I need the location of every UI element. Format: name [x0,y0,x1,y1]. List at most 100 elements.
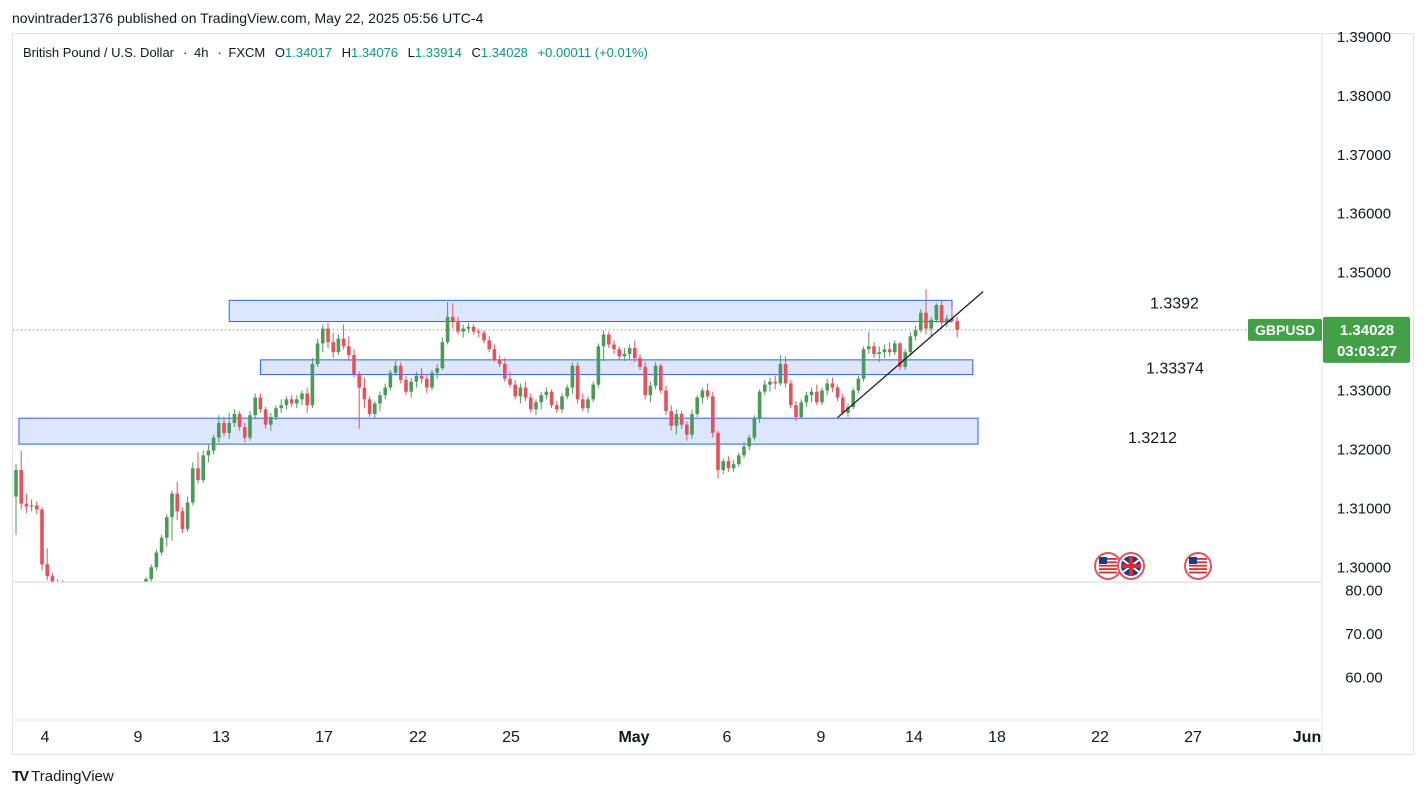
legend-interval[interactable]: 4h [193,45,209,60]
candle-body [757,391,762,419]
candle-body [700,390,705,398]
candle-body [425,378,429,388]
candle-body [695,397,699,415]
indicator-tick-label: 80.00 [1345,583,1383,600]
candle-body [347,346,351,356]
time-tick-label: 13 [212,729,230,746]
candle-body [601,334,606,347]
candle-body [61,584,65,585]
candle-body [482,332,486,341]
us-flag-event-icon[interactable] [1094,552,1122,580]
candle-body [752,418,757,438]
time-tick-label: 14 [905,729,923,746]
candle-body [77,590,81,592]
candle-body [804,395,809,403]
price-tick-label: 1.35000 [1337,265,1391,282]
legend-exchange: FXCM [228,45,266,60]
candle-body [773,381,777,384]
candle-body [92,597,96,600]
candle-body [40,509,44,565]
candle-body [721,461,725,471]
candle-body [97,600,101,603]
candle-body [19,470,23,504]
candle-body [934,305,939,320]
price-tick-label: 1.31000 [1337,500,1391,517]
uk-flag-event-icon[interactable] [1117,552,1145,580]
price-tick-label: 1.37000 [1337,147,1391,164]
candle-body [258,397,263,410]
candle-body [705,390,710,397]
candle-body [690,414,694,435]
legend-symbol-desc[interactable]: British Pound / U.S. Dollar [23,45,175,60]
candle-body [887,349,892,353]
candle-body [856,378,861,391]
level-label: 1.3212 [1128,430,1177,447]
candle-body [217,422,221,438]
candle-body [565,387,569,397]
legend-open-label: O [274,45,286,60]
candle-body [825,383,829,391]
candle-body [581,399,585,409]
candle-body [674,414,679,426]
time-tick-label: 18 [988,729,1006,746]
flag-stripe [1099,571,1117,574]
candle-body [867,346,871,350]
symbol-badge [1248,318,1322,341]
time-tick-label: 4 [41,729,50,746]
candle-body [685,424,689,435]
candle-body [35,505,39,510]
candle-body [45,564,49,577]
candle-body [841,397,845,413]
candle-body [66,585,70,586]
candle-body [477,331,481,333]
candle-body [778,363,783,384]
footer-brand-text: TradingView [31,768,114,785]
candle-body [440,342,445,369]
candle-body [861,349,866,379]
countdown-value: 03:03:27 [1337,343,1397,360]
candle-body [362,387,367,400]
axes-layer: 1.39000 1.38000 1.37000 1.36000 1.35000 1.330… [13,29,1391,755]
candle-body [607,334,611,345]
candle-body [274,408,278,418]
price-badge-value: 1.34028 [1340,322,1394,339]
candle-body [742,446,746,456]
legend-high-value: 1.34076 [351,45,399,60]
flag-canton [1099,557,1107,564]
candle-body [185,502,190,529]
candle-body [118,609,122,610]
zone-resistance [228,299,953,323]
candle-body [653,365,658,386]
us-flag-event-icon[interactable] [1184,552,1212,580]
zones-layer [18,299,979,445]
candle-body [789,383,793,406]
candle-body [913,330,918,337]
time-tick-label: 6 [723,729,732,746]
candle-body [326,328,330,343]
candle-body [269,417,273,425]
flag-stripe [1099,561,1117,564]
candle-body [123,605,127,609]
candle-body [523,387,528,398]
flag-stripe [1099,568,1117,570]
candle-body [284,399,289,406]
candle-body [768,381,772,385]
candle-body [289,399,294,404]
symbol-legend: British Pound / U.S. Dollar · 4h · FXCM O1… [23,45,648,60]
candle-body [71,586,75,590]
candle-body [711,396,715,433]
candle-body [612,344,616,350]
candle-body [310,363,315,406]
candle-body [560,396,564,410]
time-tick-label: 9 [817,729,826,746]
time-tick-label: 9 [134,729,143,746]
candle-body [50,576,55,582]
footer-brand[interactable]: TV TradingView [12,768,114,785]
candle-body [586,399,590,409]
flag-canton [1189,557,1197,564]
candle-body [503,363,507,379]
flag-stripe [1189,558,1207,560]
candle-body [336,338,341,353]
candle-body [659,365,663,391]
